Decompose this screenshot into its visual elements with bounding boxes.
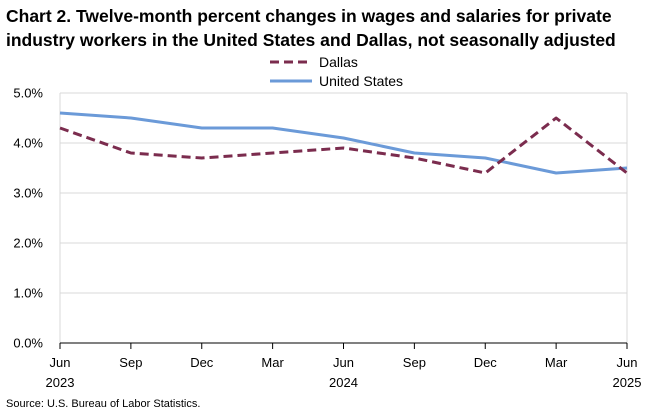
x-tick-label: 2025 — [613, 375, 642, 390]
y-tick-label: 5.0% — [13, 86, 43, 101]
series-line-united-states — [59, 111, 628, 175]
x-tick-label: Dec — [190, 355, 214, 370]
y-tick-label: 2.0% — [13, 236, 43, 251]
gridlines — [60, 92, 627, 294]
y-tick-label: 0.0% — [13, 336, 43, 351]
x-tick-label: Dec — [474, 355, 498, 370]
x-tick-label: Mar — [545, 355, 568, 370]
legend-label: United States — [319, 73, 403, 89]
x-tick-label: Jun — [50, 355, 71, 370]
y-tick-label: 1.0% — [13, 286, 43, 301]
series-lines — [59, 111, 628, 175]
y-axis-ticks: 0.0% 1.0% 2.0% 3.0% 4.0% 5.0% — [13, 86, 43, 351]
x-axis-ticks: Jun 2023 Sep Dec Mar Jun 2024 Sep Dec Mar Jun 2025 — [46, 343, 642, 390]
legend-label: Dallas — [319, 54, 358, 70]
y-tick-label: 3.0% — [13, 186, 43, 201]
x-tick-label: Sep — [403, 355, 426, 370]
series-line-dallas — [59, 116, 628, 175]
x-tick-label: Jun — [617, 355, 638, 370]
source-note: Source: U.S. Bureau of Labor Statistics. — [6, 398, 201, 410]
x-tick-label: Jun — [333, 355, 354, 370]
x-tick-label: Mar — [261, 355, 284, 370]
x-tick-label: Sep — [119, 355, 142, 370]
y-tick-label: 4.0% — [13, 136, 43, 151]
x-tick-label: 2024 — [329, 375, 358, 390]
axes — [59, 93, 628, 344]
x-tick-label: 2023 — [46, 375, 75, 390]
legend: Dallas United States — [270, 54, 403, 89]
chart-title: Chart 2. Twelve-month percent changes in… — [6, 6, 616, 50]
